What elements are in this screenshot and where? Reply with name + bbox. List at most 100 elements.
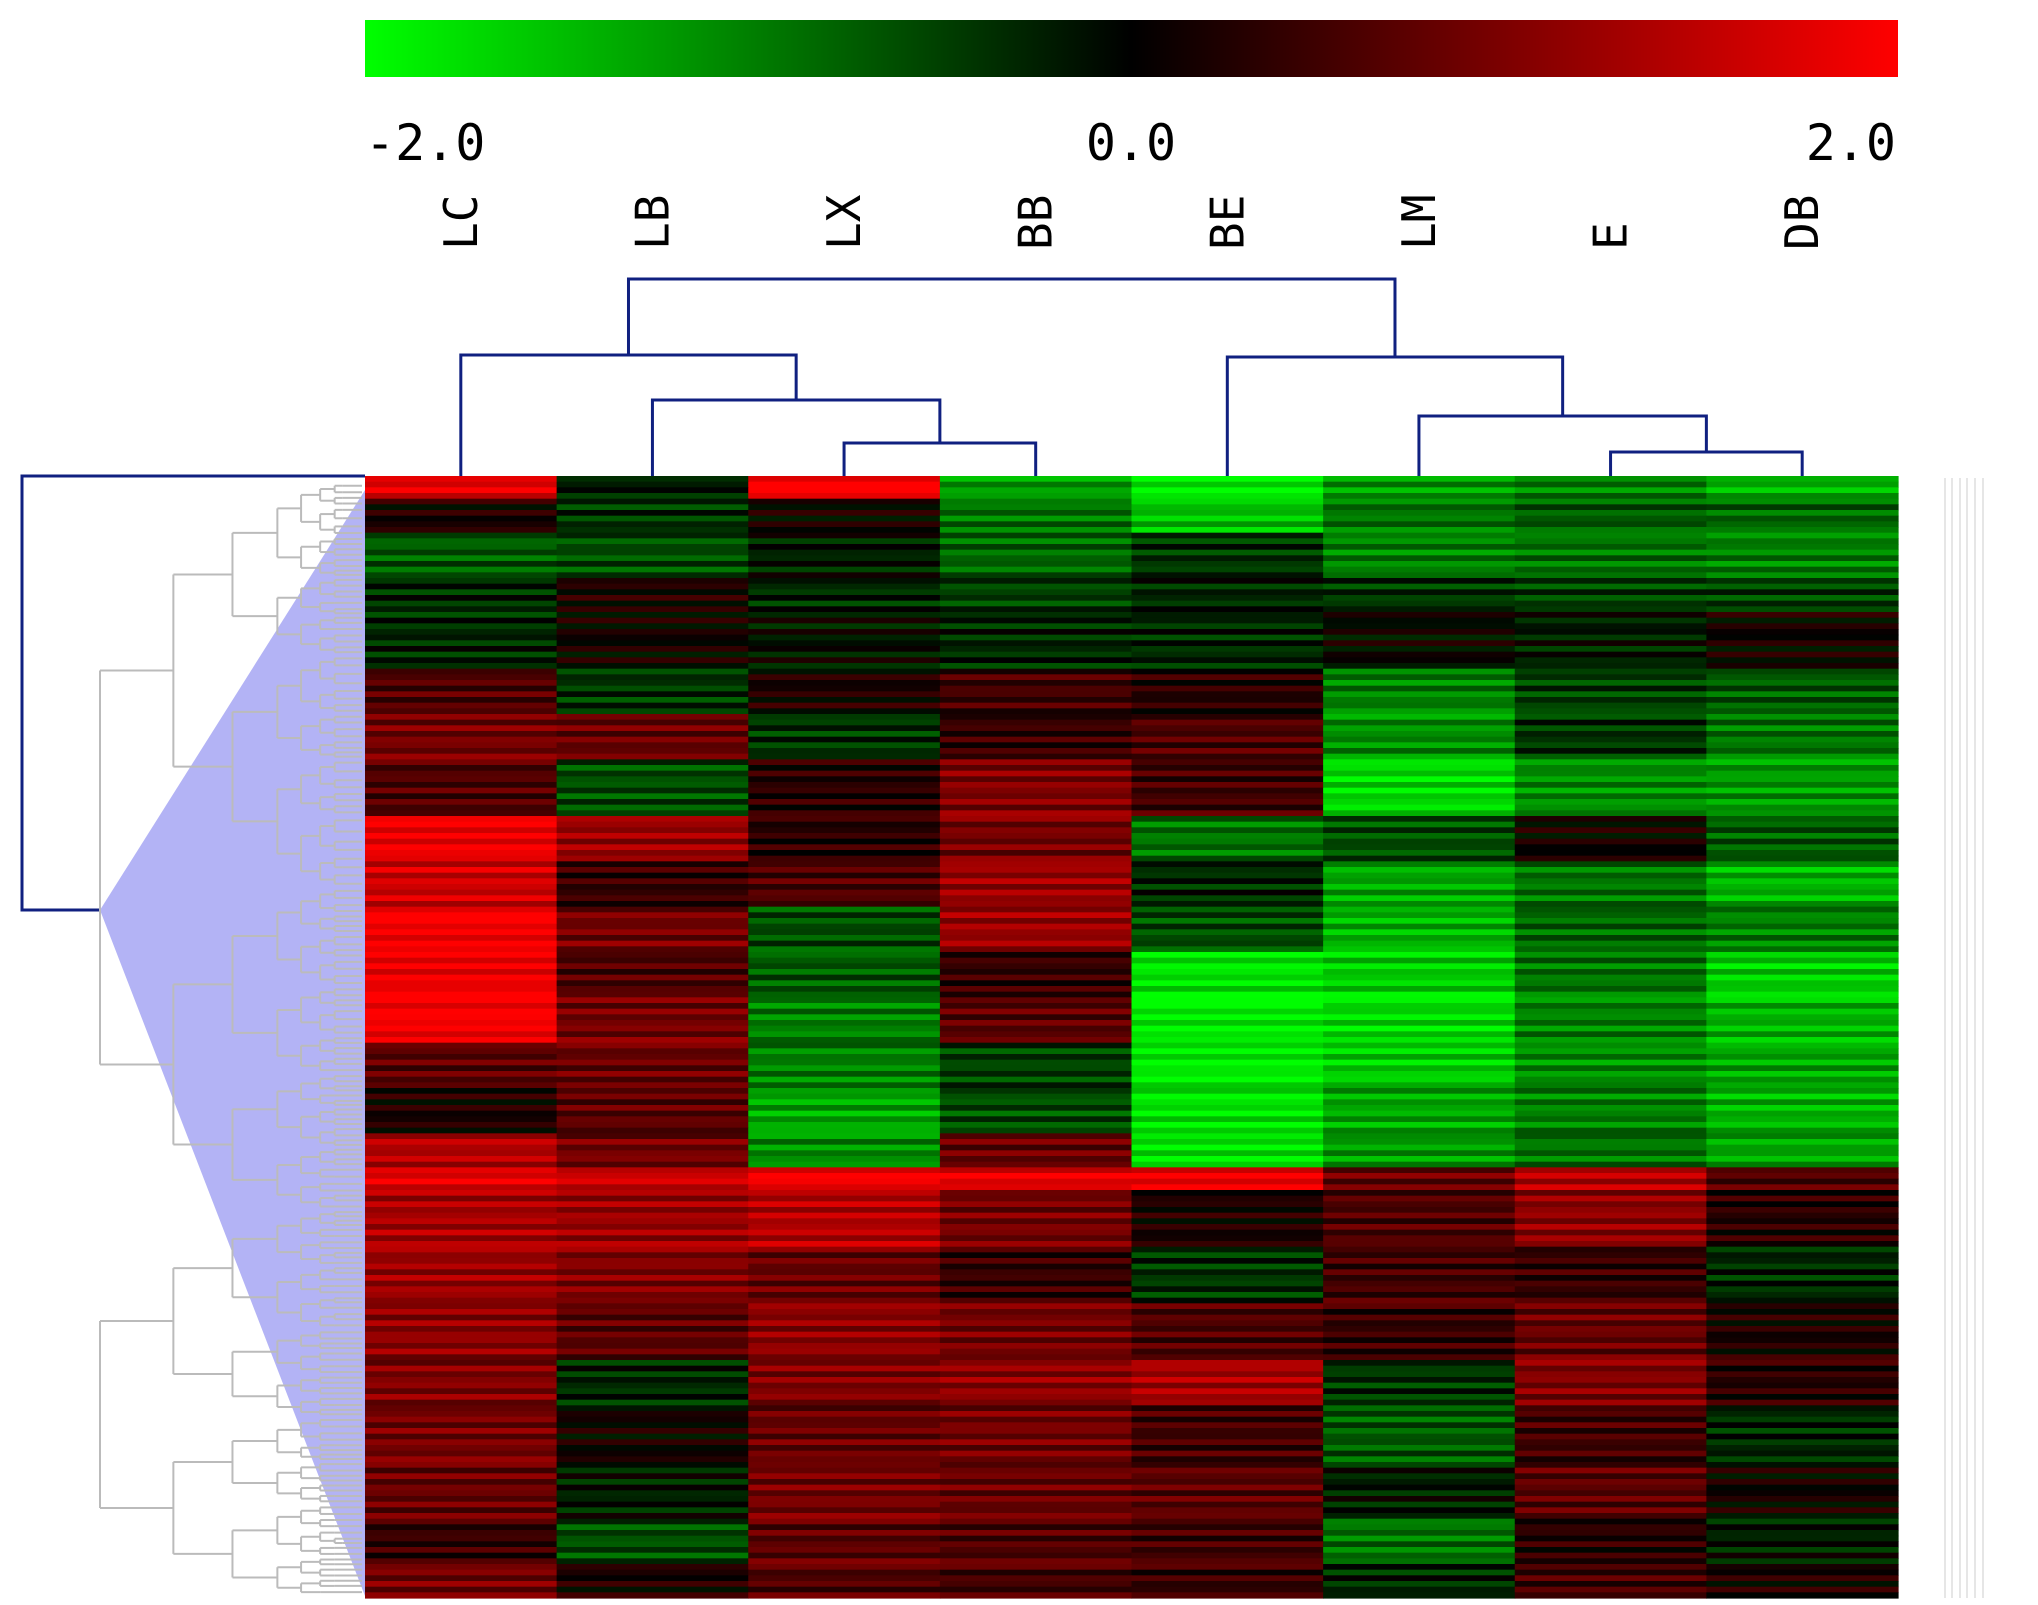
heatmap-cell	[748, 1484, 941, 1491]
heatmap-cell	[556, 1025, 749, 1032]
heatmap-cell	[556, 1269, 749, 1276]
heatmap-cell	[748, 759, 941, 766]
heatmap-cell	[1131, 612, 1324, 619]
heatmap-cell	[939, 770, 1133, 777]
heatmap-cell	[365, 1564, 558, 1571]
heatmap-cell	[939, 595, 1133, 602]
heatmap-cell	[1514, 578, 1707, 585]
heatmap-cell	[1323, 1518, 1516, 1525]
heatmap-cell	[556, 957, 749, 964]
heatmap-cell	[939, 527, 1133, 534]
heatmap-cell	[1131, 1365, 1324, 1372]
heatmap-cell	[1131, 1371, 1324, 1378]
heatmap-cell	[556, 1422, 749, 1429]
heatmap-cell	[939, 674, 1133, 681]
heatmap-cell	[1323, 1377, 1516, 1384]
heatmap-cell	[556, 1564, 749, 1571]
heatmap-cell	[1706, 1212, 1899, 1219]
heatmap-cell	[365, 725, 558, 732]
heatmap-cell	[939, 912, 1133, 919]
heatmap-cell	[1131, 1224, 1324, 1231]
heatmap-cell	[1514, 1354, 1707, 1361]
heatmap-cell	[556, 1314, 749, 1321]
heatmap-cell	[1514, 561, 1707, 568]
heatmap-cell	[939, 787, 1133, 794]
heatmap-cell	[1514, 1037, 1707, 1044]
heatmap-cell	[1514, 776, 1707, 783]
heatmap-cell	[748, 884, 941, 891]
heatmap-cell	[1514, 821, 1707, 828]
heatmap-cell	[748, 521, 941, 528]
heatmap-cell	[365, 1252, 558, 1259]
heatmap-cell	[556, 980, 749, 987]
heatmap-cell	[1514, 1501, 1707, 1508]
heatmap-cell	[1131, 1326, 1324, 1333]
heatmap-cell	[748, 940, 941, 947]
heatmap-cell	[556, 1518, 749, 1525]
heatmap-cell	[1131, 493, 1324, 500]
heatmap-cell	[939, 1224, 1133, 1231]
heatmap-cell	[1323, 1445, 1516, 1452]
heatmap-cell	[556, 1280, 749, 1287]
heatmap-cell	[939, 1592, 1133, 1599]
heatmap-cell	[748, 1524, 941, 1531]
heatmap-cell	[1131, 1354, 1324, 1361]
heatmap-cell	[365, 1343, 558, 1350]
heatmap-cell	[1323, 816, 1516, 823]
heatmap-cell	[939, 680, 1133, 687]
heatmap-cell	[1131, 1139, 1324, 1146]
column-label-lx: LX	[817, 194, 871, 250]
heatmap-cell	[748, 680, 941, 687]
heatmap-cell	[556, 901, 749, 908]
heatmap-cell	[365, 742, 558, 749]
heatmap-cell	[365, 1331, 558, 1338]
heatmap-cell	[939, 1071, 1133, 1078]
heatmap-cell	[1323, 1173, 1516, 1180]
heatmap-cell	[556, 1382, 749, 1389]
heatmap-cell	[1706, 867, 1899, 874]
heatmap-cell	[748, 997, 941, 1004]
heatmap-cell	[1706, 1292, 1899, 1299]
heatmap-cell	[1706, 1552, 1899, 1559]
heatmap-cell	[556, 1326, 749, 1333]
heatmap-cell	[365, 1569, 558, 1576]
heatmap-cell	[1706, 799, 1899, 806]
heatmap-cell	[1706, 1167, 1899, 1174]
heatmap-cell	[939, 804, 1133, 811]
heatmap-cell	[939, 1394, 1133, 1401]
heatmap-cell	[1131, 1411, 1324, 1418]
heatmap-cell	[1706, 736, 1899, 743]
heatmap-cell	[1131, 663, 1324, 670]
heatmap-cell	[365, 1428, 558, 1435]
heatmap-cell	[748, 504, 941, 511]
heatmap-cell	[939, 1518, 1133, 1525]
heatmap-cell	[1131, 1020, 1324, 1027]
heatmap-cell	[365, 1547, 558, 1554]
heatmap-cell	[556, 1207, 749, 1214]
heatmap-cell	[1514, 504, 1707, 511]
heatmap-cell	[1131, 838, 1324, 845]
heatmap-cell	[1514, 1003, 1707, 1010]
column-labels: LC LB LX BB BE LM E DB	[434, 194, 1829, 250]
heatmap-cell	[1706, 1564, 1899, 1571]
heatmap-cell	[1706, 731, 1899, 738]
heatmap-cell	[748, 1275, 941, 1282]
heatmap-cell	[939, 1507, 1133, 1514]
heatmap-cell	[1131, 1547, 1324, 1554]
heatmap-cell	[365, 1292, 558, 1299]
heatmap-cell	[365, 1365, 558, 1372]
heatmap-cell	[939, 1445, 1133, 1452]
heatmap-cell	[1131, 1241, 1324, 1248]
heatmap-cell	[1131, 1569, 1324, 1576]
heatmap-cell	[365, 986, 558, 993]
heatmap-cell	[1323, 1535, 1516, 1542]
heatmap-cell	[939, 1564, 1133, 1571]
heatmap-cell	[556, 1218, 749, 1225]
heatmap-cell	[1323, 1229, 1516, 1236]
heatmap-cell	[1514, 980, 1707, 987]
heatmap-cell	[1131, 872, 1324, 879]
heatmap-cell	[365, 1377, 558, 1384]
heatmap-cell	[556, 884, 749, 891]
heatmap-cell	[1323, 929, 1516, 936]
heatmap-cell	[556, 1150, 749, 1157]
